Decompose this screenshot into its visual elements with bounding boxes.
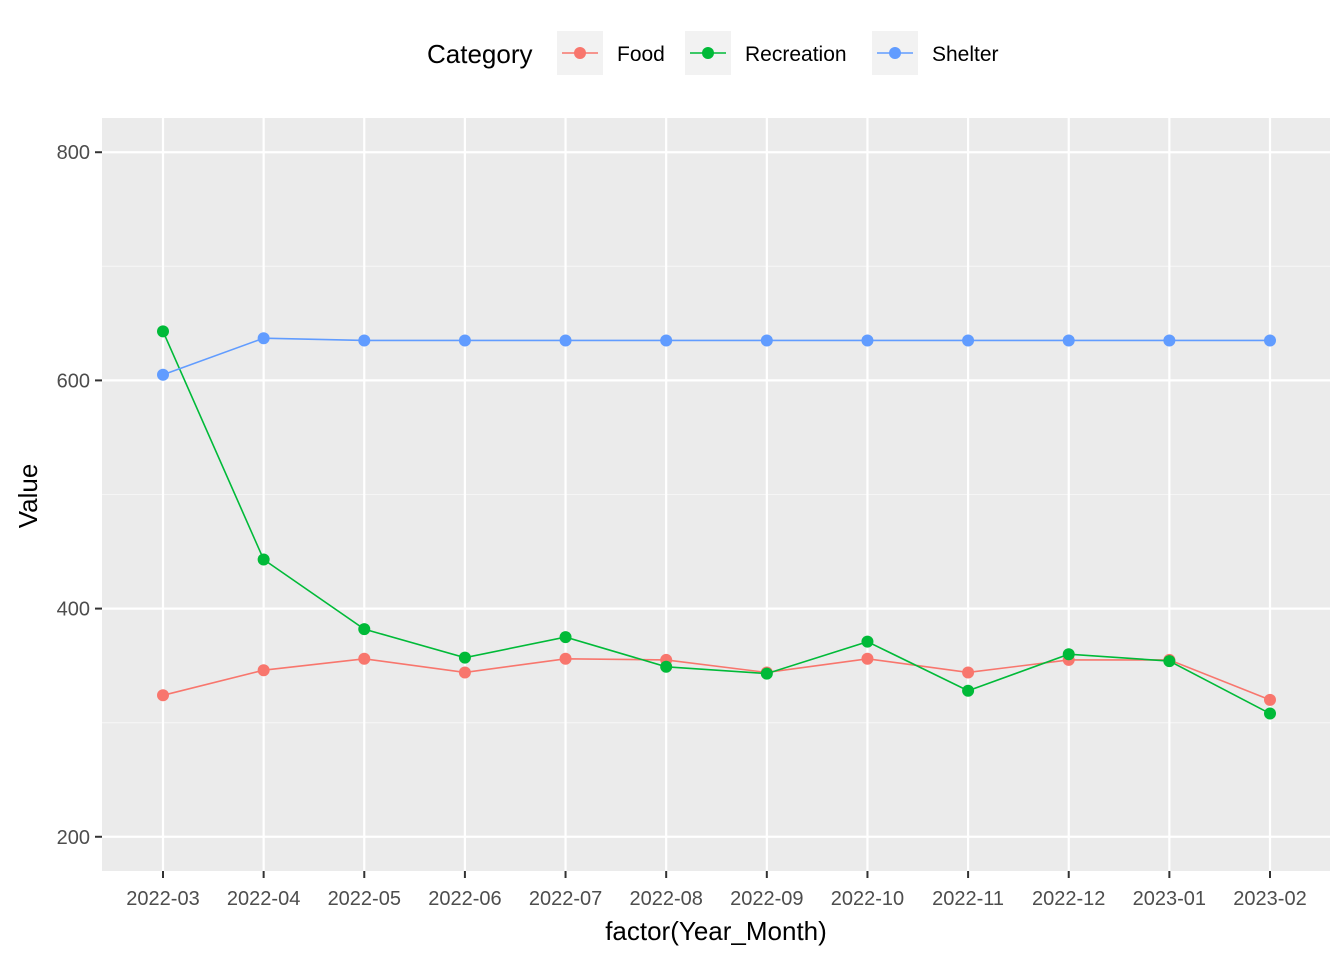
data-point-recreation <box>257 553 270 566</box>
legend-item-shelter: Shelter <box>872 31 999 75</box>
x-tick-label: 2022-12 <box>1032 888 1105 910</box>
legend-label-food: Food <box>617 43 665 66</box>
legend-item-food: Food <box>557 31 665 75</box>
y-tick-label: 400 <box>57 599 90 621</box>
y-tick-label: 200 <box>57 827 90 849</box>
data-point-shelter <box>257 332 270 345</box>
y-axis: 200 400 600 800 <box>57 142 102 849</box>
data-point-food <box>257 664 270 677</box>
data-point-food <box>358 652 371 665</box>
major-gridlines <box>102 118 1330 871</box>
x-tick-label: 2022-11 <box>932 888 1004 910</box>
data-point-food <box>962 666 975 679</box>
series-line-recreation <box>162 331 1271 715</box>
x-tick-label: 2022-06 <box>428 888 501 910</box>
data-point-recreation <box>1062 648 1075 661</box>
legend-label-recreation: Recreation <box>745 43 847 66</box>
data-point-shelter <box>760 334 773 347</box>
y-axis-title: Value <box>13 464 43 529</box>
series-layer <box>157 325 1276 720</box>
data-point-shelter <box>660 334 673 347</box>
x-tick-label: 2022-10 <box>831 888 904 910</box>
data-point-shelter <box>861 334 874 347</box>
legend-key-point <box>889 47 901 59</box>
series-line-food <box>162 657 1271 701</box>
x-tick-label: 2022-05 <box>328 888 401 910</box>
legend-key-point <box>574 47 586 59</box>
data-point-shelter <box>157 368 169 381</box>
data-point-recreation <box>1264 707 1276 720</box>
series-food <box>157 652 1276 706</box>
legend-key-point <box>702 47 714 59</box>
x-tick-label: 2022-03 <box>126 888 199 910</box>
x-tick-label: 2022-08 <box>629 888 702 910</box>
y-tick-label: 600 <box>57 370 90 392</box>
data-point-recreation <box>458 651 471 664</box>
data-point-recreation <box>358 623 371 636</box>
data-point-shelter <box>1062 334 1075 347</box>
data-point-shelter <box>559 334 572 347</box>
minor-gridlines <box>102 265 1330 724</box>
series-line-shelter <box>162 337 1270 376</box>
data-point-shelter <box>458 334 471 347</box>
data-point-recreation <box>760 667 773 680</box>
data-point-shelter <box>358 334 371 347</box>
data-point-shelter <box>1264 334 1276 347</box>
data-point-recreation <box>1163 655 1176 668</box>
data-point-food <box>559 652 572 665</box>
data-point-recreation <box>861 635 874 648</box>
x-tick-label: 2022-04 <box>227 888 300 910</box>
x-tick-label: 2022-07 <box>529 888 602 910</box>
x-axis: 2022-03 2022-04 2022-05 2022-06 2022-07 2022-… <box>126 871 1307 910</box>
data-point-recreation <box>660 660 673 673</box>
series-shelter <box>157 332 1276 381</box>
data-point-food <box>861 652 874 665</box>
legend: Category Food Recreation Shelter <box>427 31 999 75</box>
data-point-food <box>458 666 471 679</box>
y-tick-label: 800 <box>57 142 90 164</box>
legend-title: Category <box>427 39 533 69</box>
x-axis-title: factor(Year_Month) <box>605 916 827 946</box>
data-point-recreation <box>559 631 572 644</box>
x-tick-label: 2023-02 <box>1233 888 1306 910</box>
data-point-recreation <box>962 684 975 697</box>
data-point-food <box>1264 693 1276 706</box>
data-point-recreation <box>157 325 169 338</box>
legend-label-shelter: Shelter <box>932 43 999 66</box>
x-tick-label: 2022-09 <box>730 888 803 910</box>
legend-item-recreation: Recreation <box>685 31 847 75</box>
data-point-shelter <box>962 334 975 347</box>
data-point-food <box>157 689 169 702</box>
data-point-shelter <box>1163 334 1176 347</box>
series-recreation <box>157 325 1276 720</box>
x-tick-label: 2023-01 <box>1133 888 1206 910</box>
